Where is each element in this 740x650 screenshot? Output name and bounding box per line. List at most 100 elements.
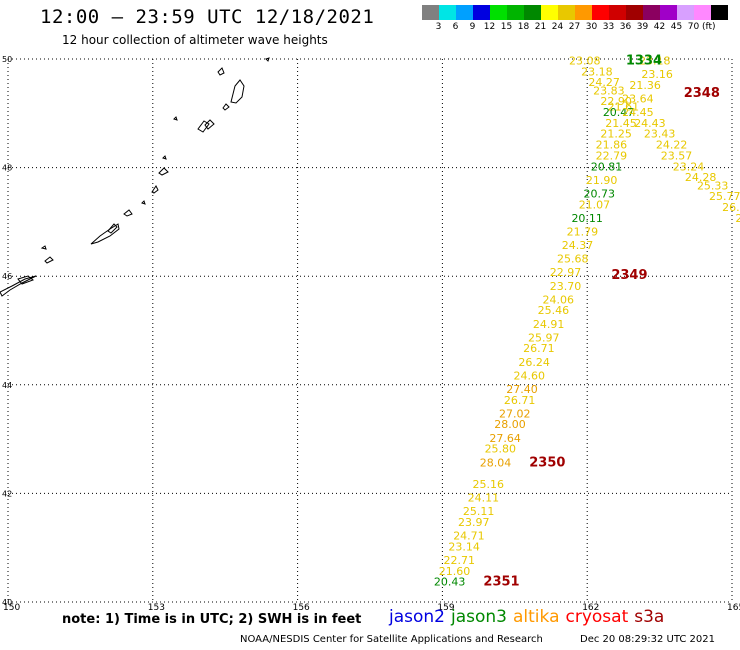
island-shape [151,185,159,194]
pass-time-label: 2351 [483,575,519,590]
pass-time-label: 2350 [529,455,565,470]
legend-swatch [660,5,677,20]
island-shape [230,79,245,104]
legend-label: 21 [534,22,547,32]
legend-swatch [592,5,609,20]
island-shape [123,209,133,217]
wave-height-value: 28.04 [480,456,512,469]
wave-height-value: 26.71 [504,394,536,407]
wave-height-value: 21.07 [579,198,611,211]
legend-swatch [439,5,456,20]
wave-height-value: 20.73 [584,187,616,200]
map-subtitle: 12 hour collection of altimeter wave hei… [62,33,328,47]
legend-label: 3 [435,22,442,32]
wave-height-value: 27.64 [489,432,521,445]
lat-tick-label: 40 [2,598,12,607]
island-shape [40,245,47,250]
wave-height-value: 20.11 [571,212,603,225]
island-shape [141,200,146,205]
track-a-values: 23.0823.1824.2723.8322.9021.6120.4721.45… [434,54,639,588]
pass-time-label: 1334 [626,53,662,68]
wave-height-value: 22.97 [550,266,582,279]
wave-height-value: 24.60 [514,369,546,382]
generation-timestamp: Dec 20 08:29:32 UTC 2021 [580,634,715,645]
wave-height-value: 21.36 [629,79,661,92]
legend-label: 18 [517,22,530,32]
wave-height-value: 21.45 [605,117,637,130]
legend-swatch [507,5,524,20]
legend-swatch [677,5,694,20]
legend-swatch [541,5,558,20]
island-shape [107,223,118,234]
legend-label: 45 [670,22,683,32]
lon-tick-label: 159 [437,603,454,613]
lat-tick-label: 48 [2,164,12,173]
wave-height-value: 21.86 [596,139,628,152]
satellite-name: altika [513,607,560,627]
legend-label: 24 [551,22,564,32]
legend-label: 30 [585,22,598,32]
pass-time-label: 2348 [684,86,720,101]
legend-swatch [422,5,439,20]
legend-label: 39 [636,22,649,32]
credit-text: NOAA/NESDIS Center for Satellite Applica… [240,634,543,645]
wave-height-value: 23.18 [581,65,613,78]
wave-height-value: 24.37 [562,239,594,252]
legend-swatch [609,5,626,20]
wave-height-value: 24.91 [533,318,565,331]
legend-unit: (ft) [702,22,716,32]
island-shape [44,256,54,264]
legend-label: 42 [653,22,666,32]
wave-height-value: 22.90 [600,95,632,108]
island-shape [204,119,215,130]
legend-label: 9 [469,22,476,32]
legend-swatch [711,5,728,20]
wave-height-value: 23.83 [593,84,625,97]
wave-height-value: 24.43 [634,117,666,130]
coastline [0,57,270,297]
legend-swatch [473,5,490,20]
legend-swatch [626,5,643,20]
wave-height-value: 27. [735,212,740,225]
satellite-legend: jason2 jason3 altika cryosat s3a [389,607,670,627]
wave-height-value: 23.97 [458,516,490,529]
wave-height-value: 24.06 [542,293,574,306]
wave-height-value: 20.43 [434,576,466,589]
lon-tick-label: 150 [3,603,20,613]
wave-height-value: 24.22 [656,139,688,152]
wave-height-value: 24.11 [468,492,500,505]
wave-height-value: 21.61 [608,101,640,114]
wave-height-value: 27.40 [506,383,538,396]
wave-height-value: 21.25 [600,128,632,141]
track-b-values: 23.1823.1621.3623.6424.4524.4323.4324.22… [622,54,740,224]
wave-height-value: 23.24 [673,160,705,173]
lat-tick-label: 50 [2,55,12,64]
wave-height-value: 23.14 [448,540,480,553]
pass-time-labels: 1334 2348 2349 2350 2351 [483,53,719,589]
lon-tick-label: 156 [293,603,310,613]
satellite-name: jason3 [451,607,507,627]
legend-swatch [575,5,592,20]
legend-label: 12 [483,22,496,32]
legend-swatch [643,5,660,20]
wave-height-value: 24.27 [588,76,620,89]
wave-height-value: 23.16 [641,68,673,81]
wave-height-value: 24.28 [685,171,717,184]
island-shape [265,57,270,62]
satellite-name: s3a [634,607,665,627]
pass-time-label: 2349 [611,268,647,283]
legend-swatch [694,5,711,20]
legend-swatch [456,5,473,20]
wave-height-value: 26.71 [523,342,555,355]
wave-height-value: 25.11 [463,505,495,518]
island-shape [222,103,230,111]
wave-height-value: 26.5 [722,201,740,214]
wave-height-value: 25.46 [538,304,570,317]
map-title: 12:00 – 23:59 UTC 12/18/2021 [40,6,375,28]
legend-label: 36 [619,22,632,32]
wave-height-value: 24.45 [622,106,654,119]
legend-label: 33 [602,22,615,32]
lat-tick-label: 42 [2,489,12,498]
satellite-name: cryosat [565,607,629,627]
